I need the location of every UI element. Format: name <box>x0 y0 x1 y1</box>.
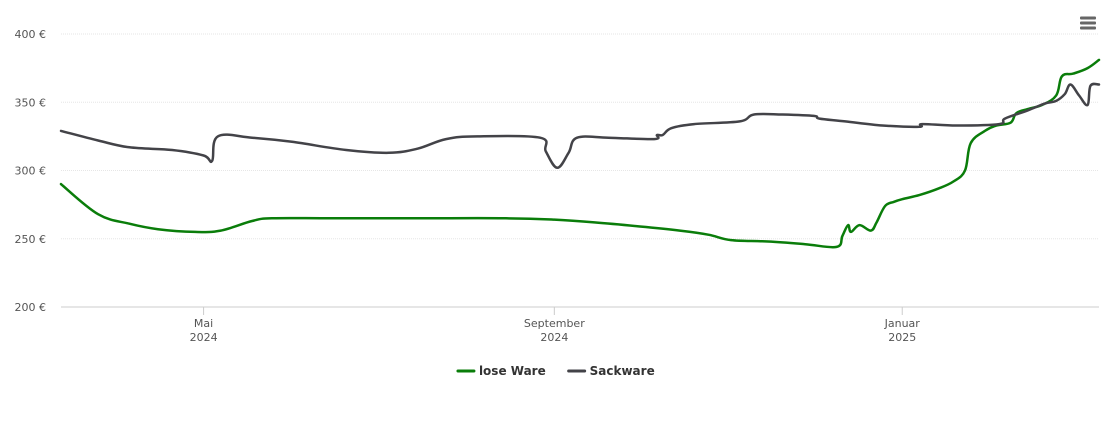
y-tick-label: 300 € <box>15 165 47 178</box>
x-tick-year: 2024 <box>540 331 568 344</box>
x-tick-year: 2025 <box>888 331 916 344</box>
legend-label: Sackware <box>590 364 655 378</box>
y-tick-label: 400 € <box>15 28 47 41</box>
x-tick-year: 2024 <box>190 331 218 344</box>
y-tick-label: 200 € <box>15 301 47 314</box>
y-axis-labels: 200 € 250 € 300 € 350 € 400 € <box>15 28 47 314</box>
menu-icon[interactable] <box>1079 15 1097 31</box>
series-lines <box>59 58 1101 249</box>
legend: lose Ware Sackware <box>456 364 655 378</box>
x-tick-month: Januar <box>884 317 921 330</box>
y-tick-label: 250 € <box>15 233 47 246</box>
series-line-sackware <box>59 82 1101 170</box>
series-line-lose-ware <box>59 58 1101 249</box>
legend-item[interactable]: lose Ware <box>456 364 546 378</box>
legend-label: lose Ware <box>479 364 546 378</box>
grid-lines <box>61 33 1099 240</box>
legend-item[interactable]: Sackware <box>567 364 655 378</box>
x-tick-month: Mai <box>194 317 213 330</box>
y-tick-label: 350 € <box>15 96 47 109</box>
x-tick-month: September <box>524 317 585 330</box>
